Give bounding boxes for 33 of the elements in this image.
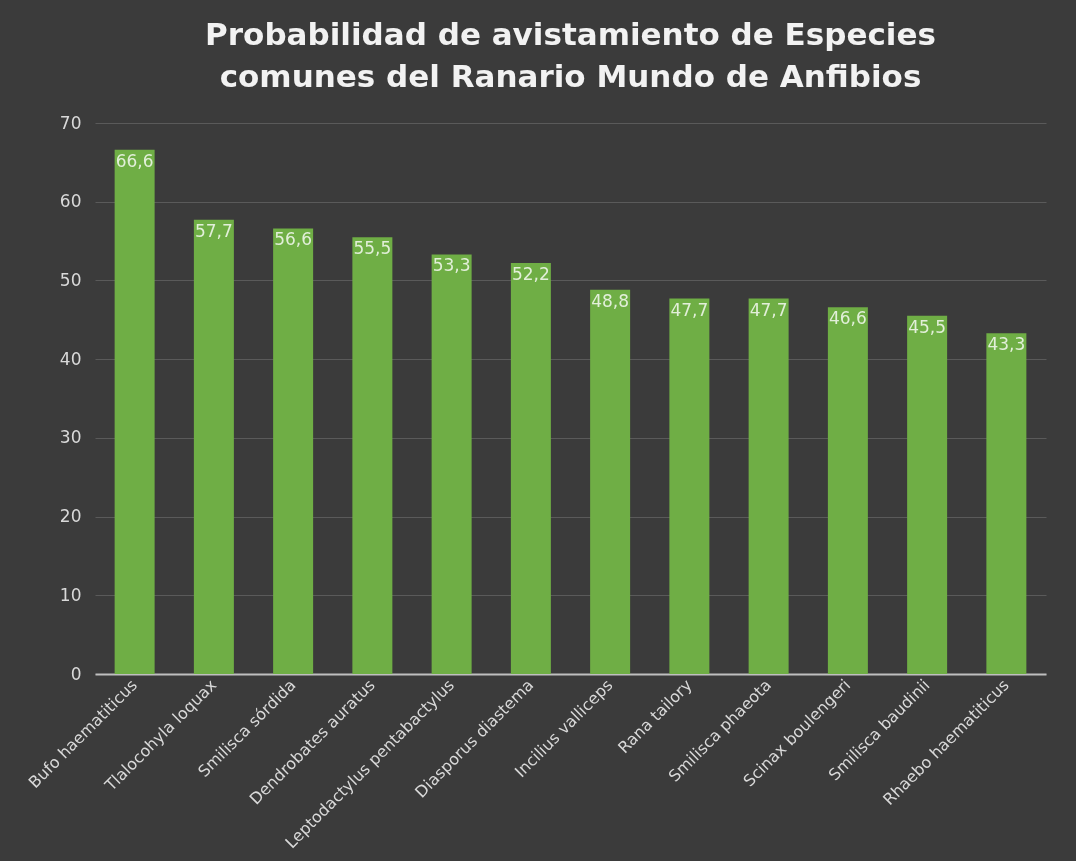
y-tick-label: 30 bbox=[59, 427, 82, 448]
bar bbox=[590, 289, 631, 674]
data-label: 45,5 bbox=[908, 316, 947, 337]
bar bbox=[510, 263, 551, 674]
bar bbox=[431, 254, 472, 674]
bar bbox=[986, 333, 1027, 674]
y-tick-label: 50 bbox=[59, 269, 82, 290]
chart-title: Probabilidad de avistamiento de Especies comunes del Ranario Mundo de Anfibios bbox=[205, 16, 936, 94]
y-tick-label: 70 bbox=[59, 112, 82, 133]
bar bbox=[273, 228, 314, 674]
data-label: 55,5 bbox=[353, 238, 392, 259]
data-label: 57,7 bbox=[194, 220, 233, 241]
bar bbox=[352, 237, 393, 674]
y-tick-label: 60 bbox=[59, 191, 82, 212]
data-label: 43,3 bbox=[987, 334, 1026, 355]
bar bbox=[907, 315, 948, 674]
y-tick-label: 10 bbox=[59, 584, 82, 605]
y-tick-label: 20 bbox=[59, 506, 82, 527]
y-tick-label: 0 bbox=[70, 663, 82, 684]
bar bbox=[669, 298, 710, 674]
data-label: 53,3 bbox=[432, 255, 471, 276]
bar bbox=[193, 219, 234, 674]
data-label: 66,6 bbox=[115, 150, 154, 171]
y-tick-label: 40 bbox=[59, 348, 82, 369]
bar bbox=[748, 298, 789, 674]
data-label: 56,6 bbox=[274, 229, 313, 250]
data-label: 48,8 bbox=[591, 290, 630, 311]
bar bbox=[827, 307, 868, 674]
data-label: 47,7 bbox=[749, 299, 788, 320]
data-label: 46,6 bbox=[828, 308, 867, 329]
data-label: 47,7 bbox=[670, 299, 709, 320]
bar bbox=[114, 149, 155, 674]
data-label: 52,2 bbox=[511, 264, 550, 285]
